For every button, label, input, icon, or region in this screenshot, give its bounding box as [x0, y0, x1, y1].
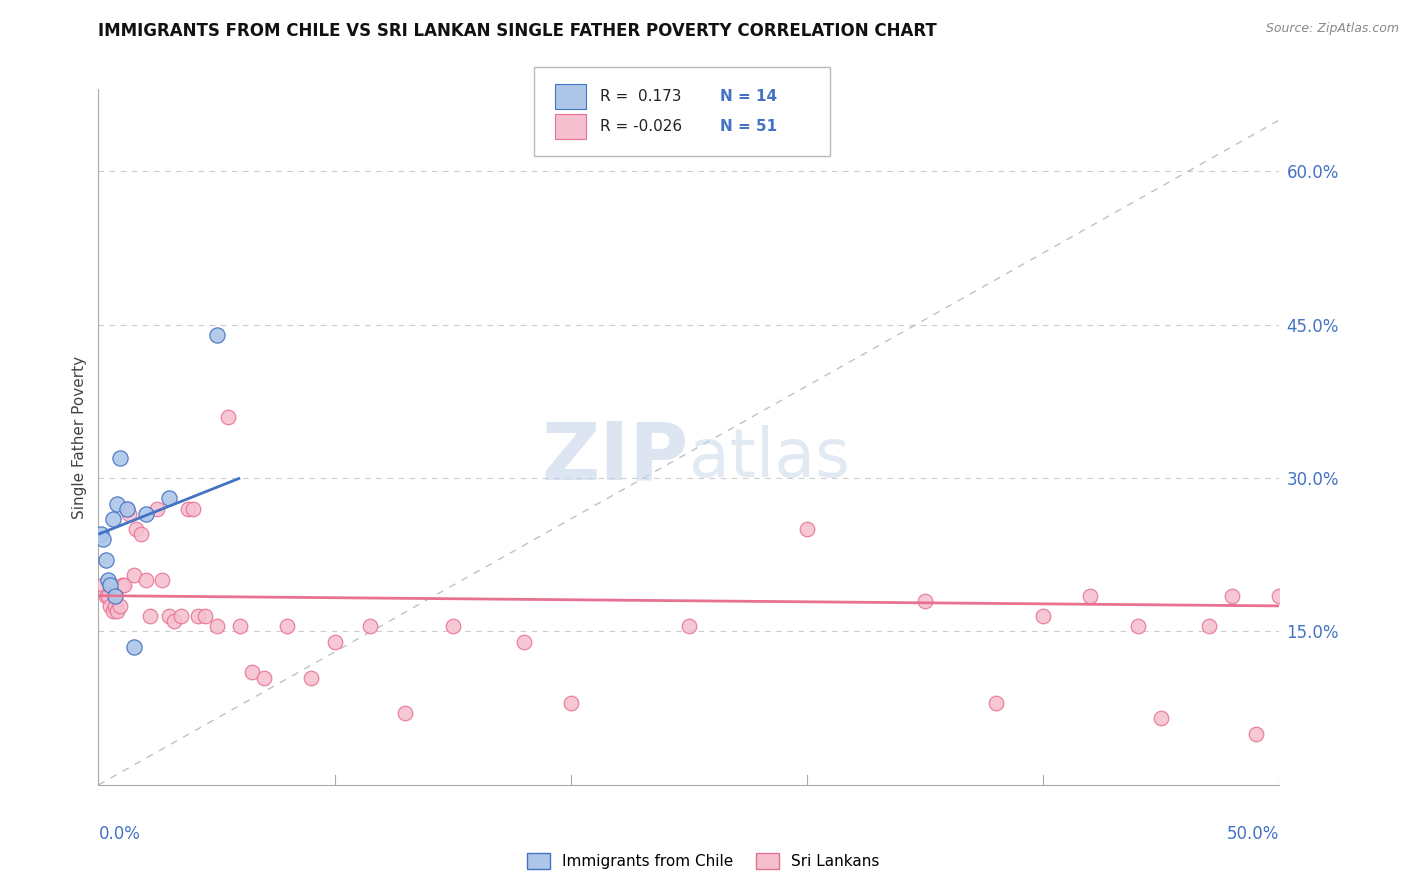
Point: [984, 696, 1007, 710]
Point: [98, 599, 121, 613]
Point: [1220, 589, 1243, 603]
Point: [253, 671, 276, 685]
Point: [97, 589, 120, 603]
Point: [150, 574, 173, 588]
Point: [1268, 589, 1291, 603]
Point: [240, 665, 263, 680]
Point: [678, 619, 700, 633]
Text: N = 14: N = 14: [720, 89, 778, 103]
Point: [1126, 619, 1149, 633]
Point: [97, 574, 120, 588]
Point: [129, 527, 152, 541]
Point: [187, 609, 209, 624]
Point: [394, 706, 416, 721]
Point: [105, 604, 128, 618]
Point: [115, 501, 138, 516]
Point: [1198, 619, 1220, 633]
Text: ZIP: ZIP: [541, 419, 689, 497]
Point: [217, 409, 239, 424]
Point: [1244, 727, 1267, 741]
Point: [359, 619, 381, 633]
Point: [1032, 609, 1054, 624]
Point: [170, 609, 193, 624]
Legend: Immigrants from Chile, Sri Lankans: Immigrants from Chile, Sri Lankans: [520, 847, 886, 875]
Point: [122, 568, 145, 582]
Point: [115, 501, 138, 516]
Text: R = -0.026: R = -0.026: [600, 120, 682, 134]
Point: [101, 512, 124, 526]
Point: [118, 507, 141, 521]
Point: [101, 604, 124, 618]
Point: [157, 609, 180, 624]
Point: [122, 640, 145, 654]
Point: [112, 578, 135, 592]
Point: [105, 497, 128, 511]
Point: [125, 522, 148, 536]
Text: IMMIGRANTS FROM CHILE VS SRI LANKAN SINGLE FATHER POVERTY CORRELATION CHART: IMMIGRANTS FROM CHILE VS SRI LANKAN SING…: [98, 22, 938, 40]
Point: [157, 491, 180, 506]
Point: [177, 501, 200, 516]
Point: [194, 609, 217, 624]
Text: 0.0%: 0.0%: [98, 825, 141, 843]
Text: N = 51: N = 51: [720, 120, 778, 134]
Point: [299, 671, 322, 685]
Point: [205, 619, 228, 633]
Point: [91, 578, 114, 592]
Point: [108, 599, 131, 613]
Text: atlas: atlas: [689, 425, 849, 491]
Point: [181, 501, 204, 516]
Point: [94, 553, 117, 567]
Point: [111, 578, 134, 592]
Point: [914, 594, 936, 608]
Point: [135, 507, 157, 521]
Text: R =  0.173: R = 0.173: [600, 89, 682, 103]
Text: 50.0%: 50.0%: [1227, 825, 1279, 843]
Y-axis label: Single Father Poverty: Single Father Poverty: [72, 356, 87, 518]
Point: [104, 589, 127, 603]
Point: [146, 501, 169, 516]
Point: [560, 696, 582, 710]
Point: [276, 619, 298, 633]
Point: [1150, 711, 1173, 725]
Point: [135, 574, 157, 588]
Point: [139, 609, 162, 624]
Point: [91, 533, 114, 547]
Point: [104, 599, 127, 613]
Point: [90, 527, 112, 541]
Text: Source: ZipAtlas.com: Source: ZipAtlas.com: [1265, 22, 1399, 36]
Point: [98, 578, 121, 592]
Point: [108, 450, 131, 465]
Point: [1080, 589, 1102, 603]
Point: [323, 634, 346, 648]
Point: [94, 589, 117, 603]
Point: [205, 327, 228, 342]
Point: [441, 619, 464, 633]
Point: [163, 614, 186, 628]
Point: [796, 522, 818, 536]
Point: [512, 634, 534, 648]
Point: [229, 619, 252, 633]
